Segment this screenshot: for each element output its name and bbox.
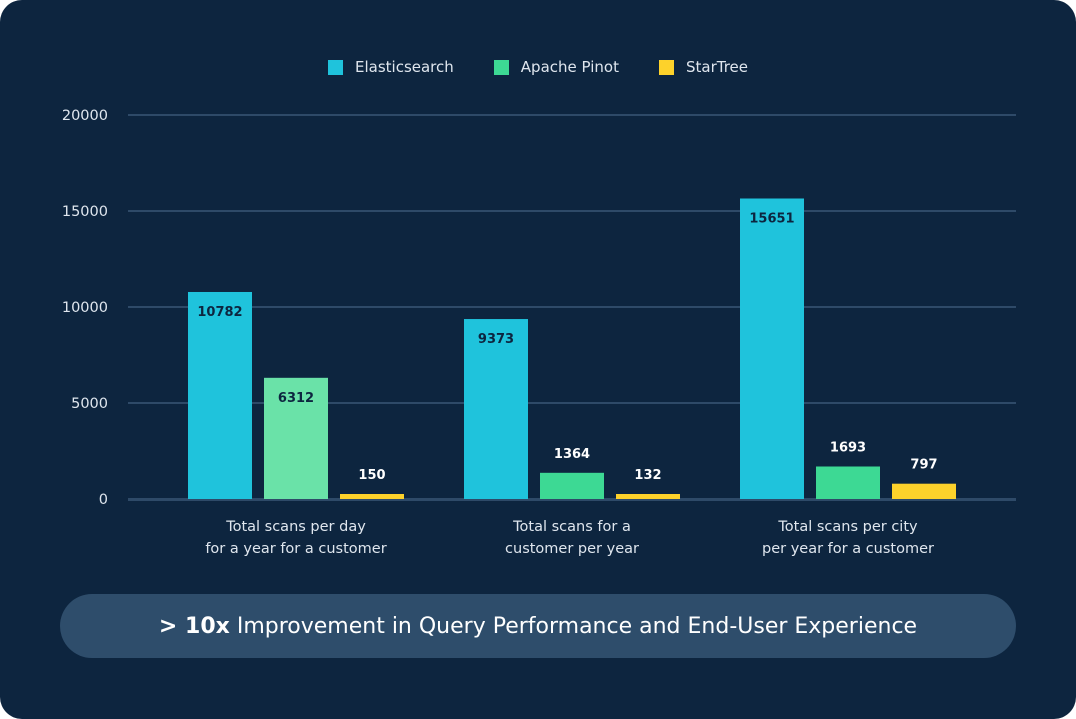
bar[interactable] bbox=[464, 319, 528, 499]
y-tick-label: 5000 bbox=[71, 396, 108, 412]
y-tick-label: 0 bbox=[99, 492, 108, 508]
legend-item[interactable]: Elasticsearch bbox=[328, 58, 454, 76]
data-label: 6312 bbox=[278, 391, 314, 406]
bar[interactable] bbox=[892, 483, 956, 499]
y-tick-label: 20000 bbox=[62, 108, 108, 124]
banner-highlight: > 10x bbox=[158, 613, 230, 639]
bar[interactable] bbox=[188, 291, 252, 499]
summary-banner: > 10x Improvement in Query Performance a… bbox=[60, 594, 1016, 658]
legend-swatch bbox=[658, 59, 674, 75]
bar[interactable] bbox=[340, 494, 404, 499]
data-label: 9373 bbox=[478, 332, 514, 347]
bar[interactable] bbox=[740, 198, 804, 499]
x-category-label: Total scans per city per year for a custo… bbox=[762, 519, 934, 557]
legend-label: Elasticsearch bbox=[355, 58, 454, 76]
x-category-label: Total scans per day for a year for a cust… bbox=[205, 519, 387, 557]
legend-item[interactable]: Apache Pinot bbox=[493, 58, 619, 76]
data-label: 797 bbox=[910, 458, 937, 473]
legend-swatch bbox=[493, 59, 509, 75]
y-tick-label: 15000 bbox=[62, 204, 108, 220]
data-label: 1364 bbox=[554, 447, 590, 462]
bar[interactable] bbox=[616, 494, 680, 499]
legend-label: StarTree bbox=[685, 58, 748, 76]
legend-label: Apache Pinot bbox=[520, 58, 619, 76]
data-label: 150 bbox=[358, 468, 385, 483]
legend-swatch bbox=[328, 59, 343, 75]
bar[interactable] bbox=[816, 466, 880, 499]
data-label: 15651 bbox=[749, 212, 794, 227]
y-tick-label: 10000 bbox=[62, 300, 108, 316]
x-category-label: Total scans for a customer per year bbox=[505, 519, 639, 557]
bar[interactable] bbox=[540, 472, 604, 499]
data-label: 1693 bbox=[830, 440, 866, 455]
data-label: 10782 bbox=[197, 305, 242, 320]
legend-item[interactable]: StarTree bbox=[658, 58, 748, 76]
bar[interactable] bbox=[264, 377, 328, 499]
data-label: 132 bbox=[634, 468, 661, 483]
legend: Elasticsearch Apache Pinot StarTree bbox=[0, 58, 1076, 76]
banner-text: Improvement in Query Performance and End… bbox=[236, 613, 918, 639]
